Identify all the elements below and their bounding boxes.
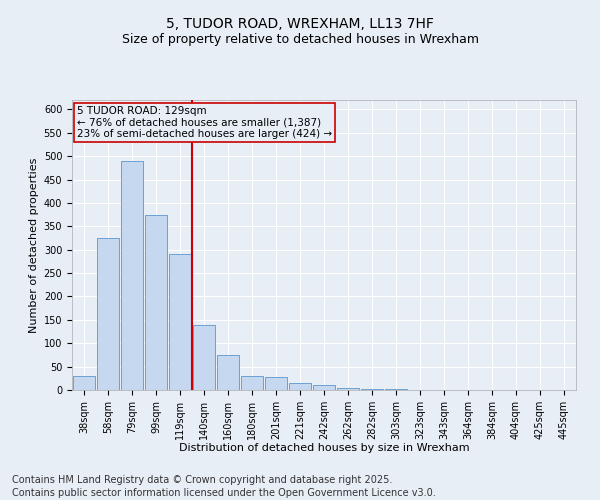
- Text: Contains HM Land Registry data © Crown copyright and database right 2025.: Contains HM Land Registry data © Crown c…: [12, 475, 392, 485]
- Bar: [361, 388, 383, 390]
- X-axis label: Distribution of detached houses by size in Wrexham: Distribution of detached houses by size …: [179, 444, 469, 454]
- Bar: [121, 161, 143, 390]
- Bar: [313, 386, 335, 390]
- Bar: [337, 388, 359, 390]
- Bar: [145, 214, 167, 390]
- Bar: [241, 376, 263, 390]
- Bar: [73, 376, 95, 390]
- Bar: [385, 389, 407, 390]
- Text: 5 TUDOR ROAD: 129sqm
← 76% of detached houses are smaller (1,387)
23% of semi-de: 5 TUDOR ROAD: 129sqm ← 76% of detached h…: [77, 106, 332, 139]
- Text: Size of property relative to detached houses in Wrexham: Size of property relative to detached ho…: [121, 32, 479, 46]
- Bar: [289, 383, 311, 390]
- Text: Contains public sector information licensed under the Open Government Licence v3: Contains public sector information licen…: [12, 488, 436, 498]
- Bar: [265, 377, 287, 390]
- Bar: [169, 254, 191, 390]
- Text: 5, TUDOR ROAD, WREXHAM, LL13 7HF: 5, TUDOR ROAD, WREXHAM, LL13 7HF: [166, 18, 434, 32]
- Bar: [217, 355, 239, 390]
- Bar: [193, 324, 215, 390]
- Y-axis label: Number of detached properties: Number of detached properties: [29, 158, 40, 332]
- Bar: [97, 238, 119, 390]
